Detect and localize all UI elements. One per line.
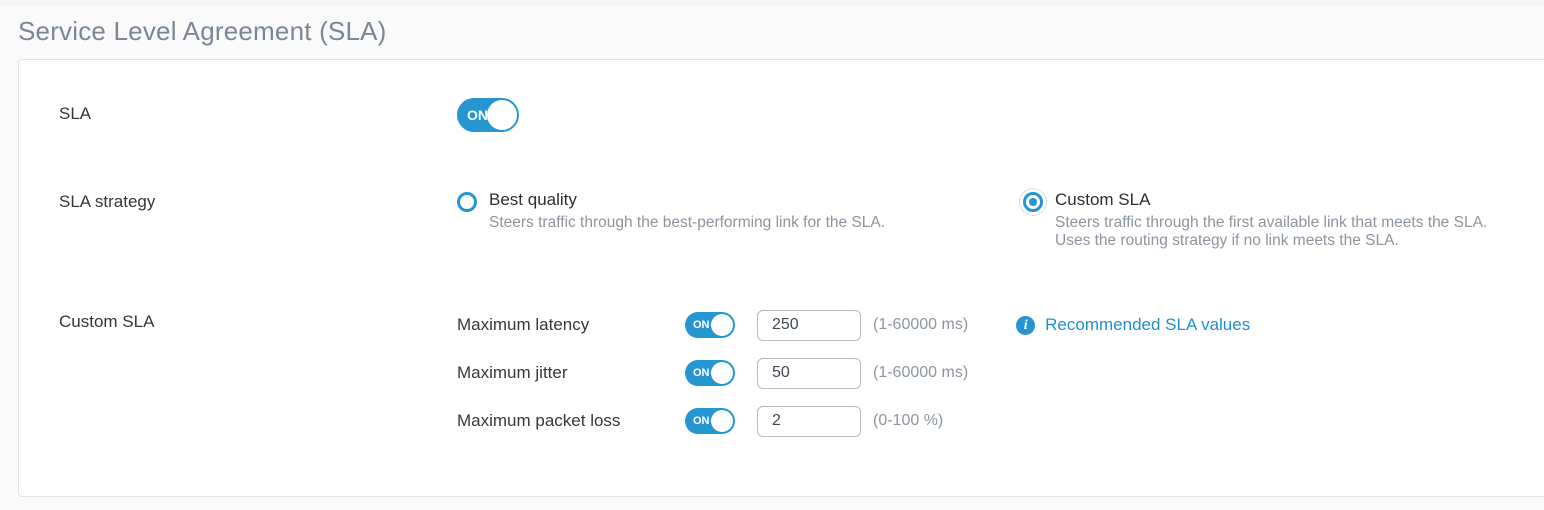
max-latency-input[interactable] xyxy=(757,309,861,341)
max-packet-loss-hint: (0-100 %) xyxy=(873,412,944,429)
max-packet-loss-label: Maximum packet loss xyxy=(457,411,621,430)
page-title: Service Level Agreement (SLA) xyxy=(18,16,387,46)
sla-strategy-row: SLA strategy Best quality Steers traffic… xyxy=(59,188,1544,250)
max-jitter-label: Maximum jitter xyxy=(457,363,568,382)
max-packet-loss-row: Maximum packet loss ON (0-100 %) xyxy=(457,405,968,437)
max-jitter-row: Maximum jitter ON (1-60000 ms) xyxy=(457,357,969,389)
best-quality-description: Steers traffic through the best-performi… xyxy=(489,214,886,231)
radio-option-best-quality[interactable]: Best quality Steers traffic through the … xyxy=(457,190,1023,232)
sla-strategy-radio-group: Best quality Steers traffic through the … xyxy=(457,188,1503,250)
max-latency-label: Maximum latency xyxy=(457,315,590,334)
max-packet-loss-toggle-state: ON xyxy=(693,415,710,427)
sla-label: SLA xyxy=(59,104,92,123)
max-packet-loss-toggle-knob xyxy=(711,410,733,432)
recommended-sla-group: i Recommended SLA values xyxy=(1016,315,1250,335)
max-packet-loss-input[interactable] xyxy=(757,405,861,437)
radio-option-custom-sla[interactable]: Custom SLA Steers traffic through the fi… xyxy=(1019,188,1503,250)
radio-icon-custom-sla[interactable] xyxy=(1019,188,1047,216)
max-latency-toggle-state: ON xyxy=(693,319,710,331)
max-latency-row: Maximum latency ON (1-60000 ms) xyxy=(457,309,969,341)
sla-toggle-state: ON xyxy=(467,107,488,123)
sla-toggle-knob xyxy=(487,100,517,130)
custom-sla-option-description: Steers traffic through the first availab… xyxy=(1055,214,1488,249)
max-jitter-toggle[interactable]: ON xyxy=(685,360,735,386)
max-packet-loss-toggle[interactable]: ON xyxy=(685,408,735,434)
sla-settings-card: SLA ON SLA strategy Best quality Steers … xyxy=(18,59,1544,497)
custom-sla-option-label: Custom SLA xyxy=(1055,190,1151,209)
radio-icon-best-quality[interactable] xyxy=(457,192,477,212)
max-latency-hint: (1-60000 ms) xyxy=(873,316,969,333)
recommended-sla-values-link[interactable]: Recommended SLA values xyxy=(1045,315,1251,334)
max-jitter-toggle-knob xyxy=(711,362,733,384)
max-jitter-toggle-state: ON xyxy=(693,367,710,379)
max-latency-toggle[interactable]: ON xyxy=(685,312,735,338)
max-jitter-hint: (1-60000 ms) xyxy=(873,364,969,381)
custom-sla-label: Custom SLA xyxy=(59,312,155,331)
max-jitter-input[interactable] xyxy=(757,357,861,389)
best-quality-label: Best quality xyxy=(489,190,577,209)
sla-strategy-label: SLA strategy xyxy=(59,192,156,211)
sla-row: SLA ON xyxy=(59,98,1544,132)
sla-toggle[interactable]: ON xyxy=(457,98,519,132)
info-icon: i xyxy=(1016,315,1036,335)
custom-sla-row: Custom SLA Maximum latency ON (1-60000 m… xyxy=(59,309,1544,454)
top-divider xyxy=(0,0,1544,6)
max-latency-toggle-knob xyxy=(711,314,733,336)
